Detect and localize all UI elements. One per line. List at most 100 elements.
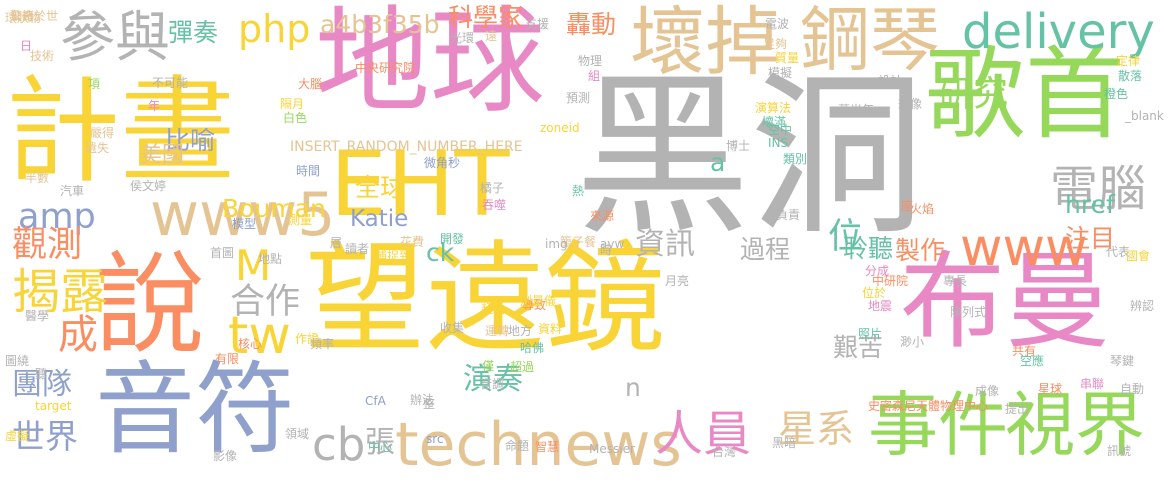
cloud-word: 不可能 [152, 76, 189, 90]
cloud-word: 壞掉 [630, 0, 781, 86]
cloud-word: 地球 [315, 0, 546, 129]
cloud-word: 揭露 [12, 264, 109, 320]
cloud-word: 捕捉到 [375, 249, 412, 263]
cloud-word: 黑洞 [575, 56, 925, 259]
cloud-word: 參與 [60, 5, 171, 69]
cloud-word: 頻率 [310, 337, 335, 351]
cloud-word: 命題 [505, 439, 530, 453]
cloud-word: 預測 [566, 91, 591, 105]
cloud-word: Katie [350, 206, 409, 232]
cloud-word: 核心 [238, 337, 263, 351]
cloud-word: 足夠 [763, 37, 788, 51]
cloud-word: 哈佛 [520, 341, 545, 355]
cloud-word: 注目 [1065, 224, 1116, 253]
cloud-word: 比喻 [165, 126, 216, 155]
cloud-word: 花費 [400, 235, 425, 249]
cloud-word: technews [395, 410, 682, 480]
cloud-word: ck [426, 238, 455, 267]
cloud-word: a [710, 148, 726, 177]
cloud-word: 成 [58, 312, 98, 358]
cloud-word: a4b3f35b [320, 10, 440, 39]
cloud-word: 訊號 [1107, 444, 1132, 458]
cloud-word: delivery [962, 4, 1155, 60]
cloud-word: 共有 [1012, 344, 1037, 358]
cloud-word: 位 [828, 217, 864, 257]
cloud-word: 望遠鏡 [305, 230, 665, 369]
cloud-word: 座 [901, 199, 914, 213]
cloud-word: cb [312, 418, 366, 471]
cloud-word: 美國 [140, 143, 185, 168]
cloud-word: 台灣 [712, 445, 737, 459]
cloud-word: 黑暗 [772, 436, 797, 450]
cloud-word: 白色 [283, 111, 308, 125]
cloud-word: 侯文婷 [130, 179, 167, 193]
cloud-word: 超過 [510, 360, 535, 374]
cloud-word: 演奏 [463, 362, 523, 397]
cloud-word: 國會 [1126, 249, 1151, 263]
cloud-word: INS [768, 136, 789, 150]
cloud-word: 星球 [1038, 382, 1063, 396]
cloud-word: Bouman [222, 194, 326, 223]
cloud-word: 博士 [726, 139, 751, 153]
cloud-word: 全球 [355, 173, 406, 202]
cloud-word: EHT [330, 132, 510, 237]
cloud-word: 大腦 [298, 77, 323, 91]
cloud-word: 資訊 [635, 227, 695, 262]
cloud-word: 位於 [862, 286, 887, 300]
cloud-word: 資料 [538, 322, 563, 336]
cloud-word: 公諸於世 [10, 9, 59, 23]
cloud-word: 想像 [898, 97, 923, 111]
cloud-word: 領域 [285, 427, 310, 441]
cloud-word: 地震 [868, 299, 893, 313]
cloud-word: 提出 [1005, 402, 1030, 416]
cloud-word: 遠 [485, 29, 498, 43]
cloud-word: 遺失 [85, 141, 110, 155]
cloud-word: 層 [330, 236, 343, 250]
cloud-word: 模擬 [768, 66, 793, 80]
cloud-word: CfA [365, 394, 386, 408]
cloud-word: 讀者 [345, 242, 370, 256]
cloud-word: tw [228, 306, 291, 366]
cloud-word: 收集 [440, 321, 465, 335]
cloud-word: 隔月 [280, 97, 305, 111]
cloud-word: 時 [600, 243, 613, 257]
cloud-word: 火焰 [910, 202, 935, 216]
cloud-word: 圖繞 [5, 354, 30, 368]
cloud-word: src [426, 432, 444, 446]
cloud-word: n [625, 373, 641, 402]
cloud-word: 世界 [12, 417, 78, 456]
cloud-word: 說 [95, 241, 205, 369]
cloud-word: 吞噬 [482, 198, 507, 212]
cloud-word: 開發 [440, 232, 465, 246]
cloud-word: 視界 [1005, 384, 1145, 466]
cloud-word: Messier [589, 442, 635, 456]
cloud-word: avw [600, 237, 625, 251]
cloud-word: 整 [423, 397, 436, 411]
cloud-word: 支援 [525, 17, 550, 31]
cloud-word: 定律 [1116, 54, 1141, 68]
cloud-word: 專長 [943, 274, 968, 288]
cloud-word: 中心 [368, 440, 393, 454]
cloud-word: 設計 [878, 74, 903, 88]
cloud-word: 辦法 [410, 393, 435, 407]
cloud-word: 渺小 [900, 335, 925, 349]
cloud-word: 作證 [295, 332, 320, 346]
cloud-word: 模型 [232, 217, 257, 231]
cloud-word: 虛擬 [5, 429, 30, 443]
cloud-word: 事件 [868, 384, 1008, 466]
cloud-word: 智慧 [535, 440, 560, 454]
cloud-word: 科學家 [448, 3, 524, 32]
cloud-word: 測量 [288, 213, 313, 227]
cloud-word: 影像 [213, 449, 238, 463]
cloud-word: 計畫 [5, 65, 236, 199]
cloud-word: 運轉 [485, 324, 510, 338]
cloud-word: 轟動 [566, 10, 617, 39]
cloud-word: 過程 [740, 235, 791, 264]
cloud-word: img [545, 237, 568, 251]
cloud-word: 布曼 [900, 241, 1111, 363]
cloud-word: 超大 [481, 302, 506, 316]
cloud-word: 汽車 [60, 184, 85, 198]
cloud-word: 環狀物 [5, 11, 42, 25]
cloud-word: 觀測 [12, 225, 83, 265]
